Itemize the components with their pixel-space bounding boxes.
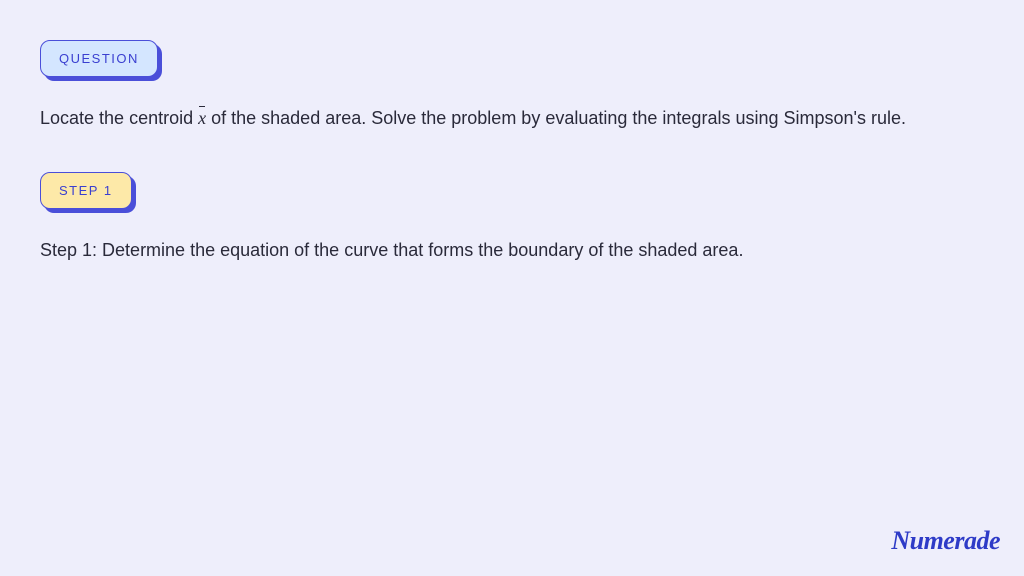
question-prefix: Locate the centroid <box>40 108 198 128</box>
question-badge: QUESTION <box>40 40 158 77</box>
main-content: QUESTION Locate the centroid x of the sh… <box>0 0 1024 264</box>
step-badge: STEP 1 <box>40 172 132 209</box>
question-badge-label: QUESTION <box>59 51 139 66</box>
centroid-symbol: x <box>198 105 206 132</box>
step-badge-label: STEP 1 <box>59 183 113 198</box>
question-suffix: of the shaded area. Solve the problem by… <box>206 108 906 128</box>
question-text: Locate the centroid x of the shaded area… <box>40 105 984 132</box>
numerade-logo: Numerade <box>891 526 1000 556</box>
step-text: Step 1: Determine the equation of the cu… <box>40 237 984 264</box>
